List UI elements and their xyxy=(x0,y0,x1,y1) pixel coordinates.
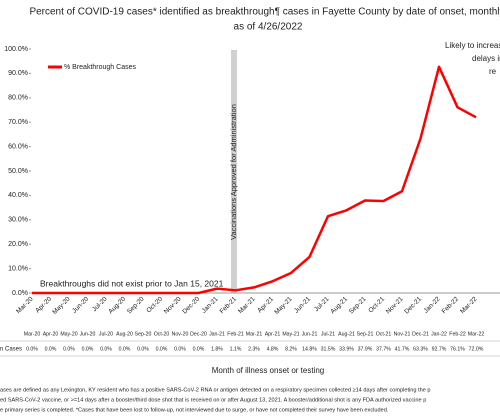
table-value: 63.3% xyxy=(413,346,428,352)
y-tick-label: 10.0% xyxy=(8,265,28,272)
table-header: Aug-20 xyxy=(116,331,133,337)
table-value: 4.8% xyxy=(267,346,279,352)
x-tick-label: Sep-20 xyxy=(126,295,146,315)
x-tick-label: Aug-20 xyxy=(107,295,127,315)
y-tick-label: 20.0% xyxy=(8,241,28,248)
table-value: 0.0% xyxy=(137,346,149,352)
y-tick-label: 70.0% xyxy=(8,119,28,126)
table-value: 72.0% xyxy=(469,346,484,352)
annotation: Breakthroughs did not exist prior to Jan… xyxy=(40,278,224,288)
annotation: re xyxy=(489,67,497,76)
table-header: Jun-20 xyxy=(80,331,96,337)
table-value: 0.0% xyxy=(26,346,38,352)
table-header: May-21 xyxy=(282,331,299,337)
table-header: Mar-20 xyxy=(24,331,41,337)
x-tick-label: Sep-21 xyxy=(348,295,368,315)
table-value: 92.7% xyxy=(432,346,447,352)
x-tick-label: Oct-20 xyxy=(145,295,164,314)
table-value: 0.0% xyxy=(100,346,112,352)
x-tick-label: Mar-21 xyxy=(237,295,257,315)
table-header: Apr-21 xyxy=(265,331,281,337)
annotation: Likely to increase xyxy=(445,41,500,50)
x-tick-label: Dec-21 xyxy=(403,295,423,315)
x-tick-label: Mar-20 xyxy=(15,295,35,315)
y-tick-label: 30.0% xyxy=(8,217,28,224)
table-header: Jul-20 xyxy=(99,331,113,337)
y-tick-label: 0.0% xyxy=(12,290,28,297)
footnote: ed SARS-CoV-2 vaccine, or >=14 days afte… xyxy=(0,397,426,403)
x-tick-label: Mar-22 xyxy=(459,295,479,315)
x-tick-label: May-20 xyxy=(51,295,72,316)
table-header: Feb-22 xyxy=(449,331,466,337)
chart-subtitle: as of 4/26/2022 xyxy=(234,22,303,33)
table-value: 0.0% xyxy=(174,346,186,352)
table-header: Dec-20 xyxy=(190,331,207,337)
footnote: e primary series is completed. *Cases th… xyxy=(0,407,389,413)
table-header: Nov-21 xyxy=(394,331,411,337)
chart-title: Percent of COVID-19 cases* identified as… xyxy=(29,7,500,18)
table-header: Feb-21 xyxy=(227,331,244,337)
y-tick-label: 60.0% xyxy=(8,143,28,150)
table-header: Oct-20 xyxy=(154,331,170,337)
y-tick-label: 80.0% xyxy=(8,95,28,102)
x-tick-label: Jun-21 xyxy=(293,295,312,314)
x-tick-label: Jun-20 xyxy=(71,295,90,314)
table-header: Dec-21 xyxy=(412,331,429,337)
x-tick-label: Nov-21 xyxy=(385,295,405,315)
table-value: 37.7% xyxy=(376,346,391,352)
table-value: 41.7% xyxy=(395,346,410,352)
table-value: 8.2% xyxy=(285,346,297,352)
table-value: 1.8% xyxy=(211,346,223,352)
table-value: 37.9% xyxy=(358,346,373,352)
annotation: Vaccinations Approved for Administration xyxy=(229,104,238,240)
table-header: Jun-21 xyxy=(302,331,318,337)
table-header: Mar-21 xyxy=(246,331,263,337)
table-value: 0.0% xyxy=(63,346,75,352)
x-tick-label: Feb-21 xyxy=(219,295,239,315)
table-header: May-20 xyxy=(60,331,77,337)
x-axis-title: Month of illness onset or testing xyxy=(212,366,325,375)
x-tick-label: Jan-22 xyxy=(423,295,442,314)
table-value: 76.1% xyxy=(450,346,465,352)
x-tick-label: Nov-20 xyxy=(163,295,183,315)
y-tick-label: 100.0% xyxy=(4,46,28,53)
y-tick-label: 40.0% xyxy=(8,192,28,199)
x-tick-label: Oct-21 xyxy=(367,295,386,314)
table-header: Oct-21 xyxy=(376,331,392,337)
table-value: 0.0% xyxy=(82,346,94,352)
table-header: Sep-21 xyxy=(357,331,374,337)
table-header: Mar-22 xyxy=(468,331,485,337)
table-value: 0.0% xyxy=(156,346,168,352)
table-row-label: n Cases xyxy=(0,347,22,353)
table-header: Aug-21 xyxy=(338,331,355,337)
table-value: 1.1% xyxy=(230,346,242,352)
table-value: 0.0% xyxy=(193,346,205,352)
vaccination-bar xyxy=(231,50,237,293)
x-tick-label: Dec-20 xyxy=(181,295,201,315)
table-value: 2.3% xyxy=(248,346,260,352)
x-tick-label: Aug-21 xyxy=(329,295,349,315)
table-value: 14.8% xyxy=(302,346,317,352)
y-tick-label: 50.0% xyxy=(8,168,28,175)
legend-label: % Breakthrough Cases xyxy=(64,64,136,71)
table-header: Nov-20 xyxy=(172,331,189,337)
table-header: Sep-20 xyxy=(135,331,152,337)
table-header: Jul-21 xyxy=(321,331,335,337)
x-tick-label: May-21 xyxy=(273,295,294,316)
annotation: delays in test xyxy=(472,54,500,63)
table-value: 0.0% xyxy=(119,346,131,352)
footnote: ases are defined as any Lexington, KY re… xyxy=(0,387,431,393)
table-value: 0.0% xyxy=(45,346,57,352)
x-tick-label: Jan-21 xyxy=(201,295,220,314)
series-line xyxy=(32,65,477,295)
table-value: 31.5% xyxy=(321,346,336,352)
table-value: 33.9% xyxy=(339,346,354,352)
table-header: Jan-22 xyxy=(431,331,447,337)
table-header: Apr-20 xyxy=(43,331,59,337)
table-header: Jan-21 xyxy=(209,331,225,337)
y-tick-label: 90.0% xyxy=(8,70,28,77)
x-tick-label: Feb-22 xyxy=(441,295,461,315)
